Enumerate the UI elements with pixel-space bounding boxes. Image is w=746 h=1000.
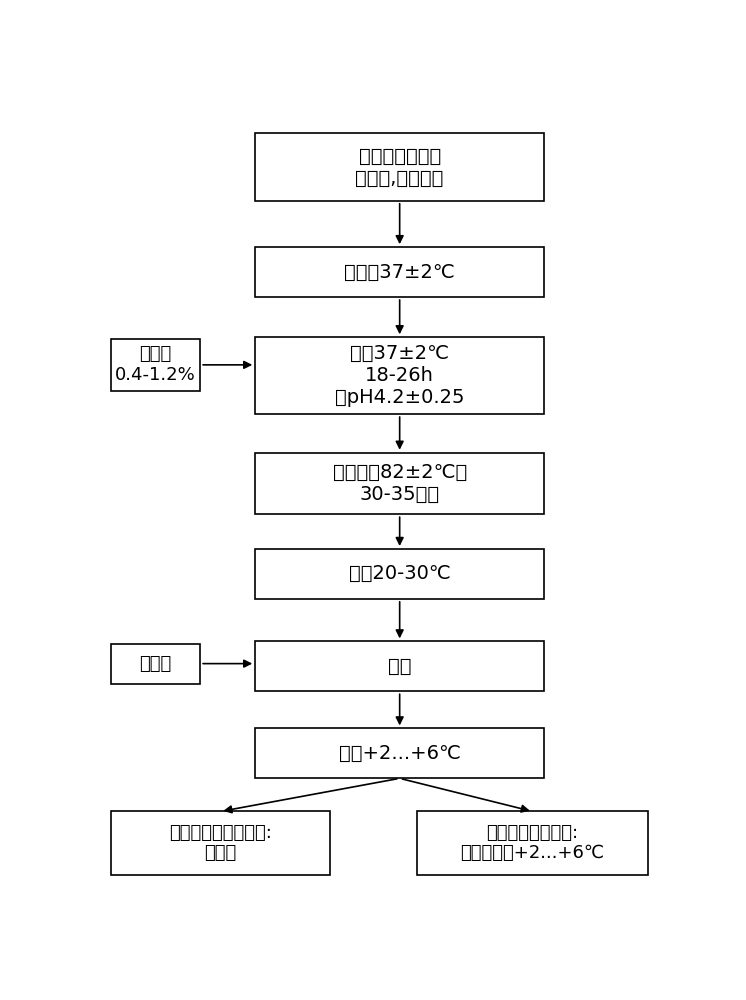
Bar: [255, 641, 545, 691]
Text: 通过产生食物产品:
装瓶并保藏+2...+6℃: 通过产生食物产品: 装瓶并保藏+2...+6℃: [460, 824, 605, 862]
Bar: [255, 247, 545, 297]
Text: 巴氏消毒82±2℃，
30-35分钟: 巴氏消毒82±2℃， 30-35分钟: [333, 463, 467, 504]
Bar: [255, 133, 545, 201]
Text: 发酵37±2℃
18-26h
终pH4.2±0.25: 发酵37±2℃ 18-26h 终pH4.2±0.25: [335, 344, 465, 407]
Text: 冷却+2...+6℃: 冷却+2...+6℃: [339, 744, 460, 763]
Bar: [255, 337, 545, 414]
Text: 微生物
0.4-1.2%: 微生物 0.4-1.2%: [115, 345, 195, 384]
Bar: [255, 728, 545, 778]
Text: 通过产生膳食补充剂:
去除水: 通过产生膳食补充剂: 去除水: [169, 824, 272, 862]
Bar: [110, 811, 330, 875]
Text: 调味: 调味: [388, 657, 412, 676]
Text: 冷却20-30℃: 冷却20-30℃: [349, 564, 451, 583]
Text: 含乳蛋白的初始
混合物,例如乳清: 含乳蛋白的初始 混合物,例如乳清: [356, 146, 444, 187]
Bar: [110, 339, 200, 391]
Bar: [110, 644, 200, 684]
Bar: [255, 453, 545, 514]
Bar: [417, 811, 648, 875]
Text: 预加热37±2℃: 预加热37±2℃: [345, 263, 455, 282]
Text: 添加物: 添加物: [140, 655, 172, 673]
Bar: [255, 549, 545, 599]
